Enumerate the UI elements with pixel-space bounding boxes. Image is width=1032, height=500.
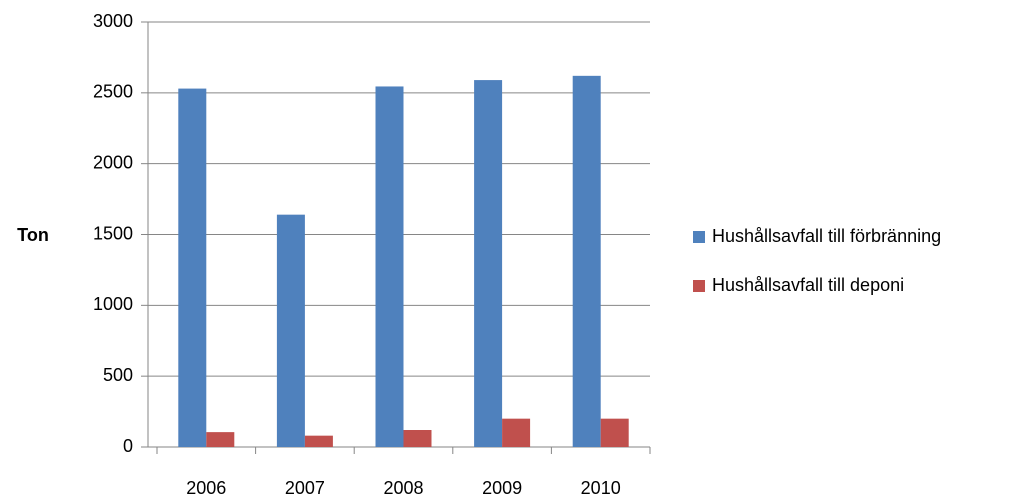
y-tick-label: 2500 [93,82,133,102]
legend-swatch [693,231,705,243]
x-tick-label: 2008 [383,478,423,498]
y-tick-label: 0 [123,436,133,456]
bar [572,75,601,447]
legend-label: Hushållsavfall till deponi [712,275,904,295]
bar [403,430,432,447]
x-tick-label: 2007 [285,478,325,498]
bar [474,80,503,447]
y-tick-label: 2000 [93,152,133,172]
bar [304,435,333,447]
x-tick-label: 2006 [186,478,226,498]
bar [178,88,207,447]
legend-swatch [693,280,705,292]
x-tick-label: 2009 [482,478,522,498]
bar [206,432,235,447]
bar [502,418,531,447]
y-tick-label: 1500 [93,223,133,243]
bar [600,418,629,447]
y-tick-label: 500 [103,365,133,385]
bar [375,86,404,447]
x-tick-label: 2010 [581,478,621,498]
y-tick-label: 3000 [93,11,133,31]
bar [276,214,305,447]
legend-label: Hushållsavfall till förbränning [712,226,941,246]
y-tick-label: 1000 [93,294,133,314]
y-axis-label: Ton [17,225,49,245]
